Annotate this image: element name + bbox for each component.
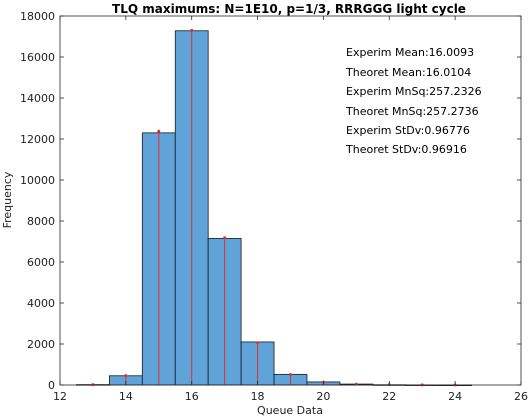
- y-tick-label: 14000: [20, 92, 55, 105]
- x-tick-label: 16: [185, 390, 199, 403]
- annotation-experim-mean: Experim Mean:16.0093: [346, 46, 474, 59]
- x-tick-label: 26: [514, 390, 528, 403]
- y-tick-label: 0: [48, 379, 55, 392]
- annotation-experim-stdv: Experim StDv:0.96776: [346, 124, 470, 137]
- theory-point-14: [124, 374, 128, 378]
- theory-point-19: [289, 373, 292, 377]
- theory-point-15: [157, 129, 161, 133]
- y-axis-label: Frequency: [1, 171, 14, 228]
- theory-point-13: [91, 383, 95, 387]
- y-tick-label: 18000: [20, 10, 55, 23]
- x-tick-label: 14: [119, 390, 133, 403]
- y-tick-label: 8000: [27, 215, 55, 228]
- chart-title: TLQ maximums: N=1E10, p=1/3, RRRGGG ligh…: [112, 2, 466, 16]
- y-tick-label: 10000: [20, 174, 55, 187]
- x-tick-label: 18: [251, 390, 265, 403]
- theory-point-16: [190, 28, 194, 32]
- plot-area: [60, 16, 521, 385]
- theory-markers: [91, 28, 457, 387]
- x-tick-label: 20: [316, 390, 330, 403]
- annotation-theoret-stdv: Theoret StDv:0.96916: [345, 143, 467, 156]
- theory-point-18: [256, 341, 260, 345]
- y-tick-label: 6000: [27, 256, 55, 269]
- x-axis-ticks: 12 14 16 18 20 22 24 26: [53, 16, 528, 403]
- y-tick-label: 4000: [27, 297, 55, 310]
- x-axis-label: Queue Data: [257, 404, 323, 417]
- plot-frame: [59, 15, 522, 386]
- y-tick-label: 2000: [27, 338, 55, 351]
- x-tick-label: 24: [448, 390, 462, 403]
- annotation-experim-mnsq: Experim MnSq:257.2326: [346, 85, 482, 98]
- annotation-theoret-mean: Theoret Mean:16.0104: [345, 66, 471, 79]
- statistics-annotations: Experim Mean:16.0093 Theoret Mean:16.010…: [345, 46, 482, 156]
- y-tick-label: 12000: [20, 133, 55, 146]
- theory-point-17: [223, 236, 227, 240]
- x-tick-label: 12: [53, 390, 67, 403]
- annotation-theoret-mnsq: Theoret MnSq:257.2736: [345, 105, 479, 118]
- y-axis-ticks: 0 2000 4000 6000 8000 10000 12000 14000 16000 180…: [20, 10, 521, 392]
- x-tick-label: 22: [382, 390, 396, 403]
- y-tick-label: 16000: [20, 51, 55, 64]
